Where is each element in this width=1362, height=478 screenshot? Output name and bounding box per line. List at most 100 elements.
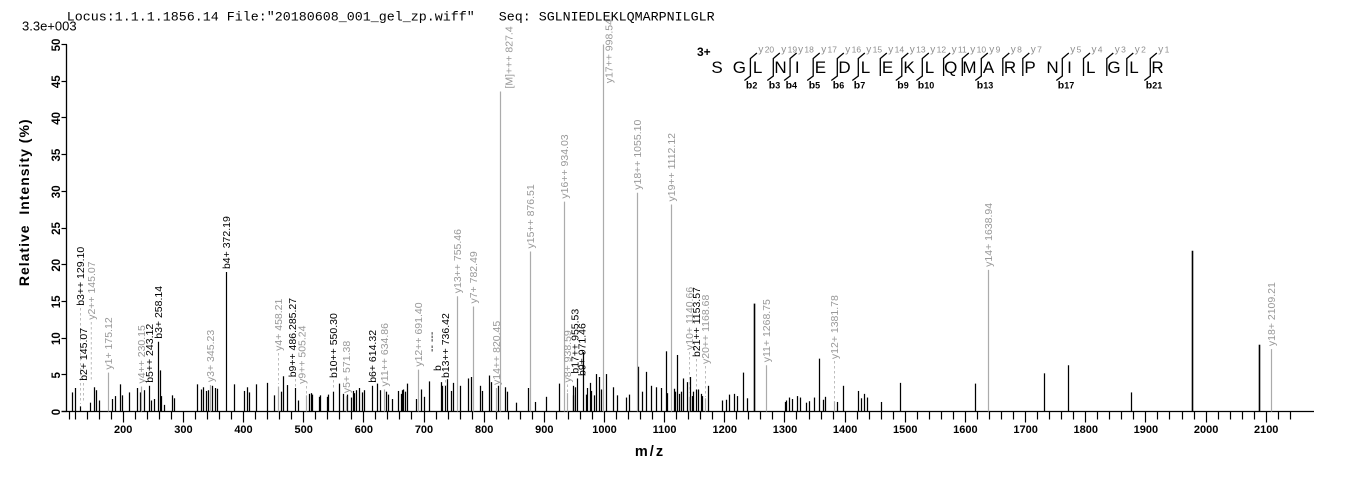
svg-text:b6+ 614.32: b6+ 614.32	[367, 330, 379, 383]
svg-text:R: R	[1151, 58, 1163, 77]
svg-text:y12+ 1381.78: y12+ 1381.78	[829, 295, 841, 359]
svg-text:600: 600	[355, 424, 373, 436]
svg-text:[M]+++ 827.4: [M]+++ 827.4	[504, 26, 516, 88]
svg-text:y18+ 2109.21: y18+ 2109.21	[1266, 282, 1278, 346]
svg-text:15: 15	[51, 295, 63, 308]
svg-text:b10++ 550.30: b10++ 550.30	[328, 313, 340, 378]
svg-text:b6: b6	[833, 80, 844, 92]
svg-text:b17++ 955.53: b17++ 955.53	[570, 309, 582, 374]
svg-text:b13++ 736.42: b13++ 736.42	[440, 313, 452, 378]
svg-text:b2+ 145.07: b2+ 145.07	[78, 328, 90, 381]
svg-text:2100: 2100	[1254, 424, 1278, 436]
svg-text:20: 20	[51, 259, 63, 272]
svg-text:300: 300	[174, 424, 192, 436]
svg-text:A: A	[983, 58, 995, 77]
svg-text:y20: y20	[758, 45, 774, 56]
svg-text:b5: b5	[809, 80, 820, 92]
svg-text:b21: b21	[1146, 80, 1162, 92]
svg-text:10: 10	[51, 332, 63, 345]
svg-text:G: G	[733, 58, 746, 77]
svg-text:1800: 1800	[1074, 424, 1098, 436]
svg-text:1500: 1500	[893, 424, 917, 436]
svg-text:y5+ 571.38: y5+ 571.38	[341, 341, 353, 393]
svg-text:1700: 1700	[1013, 424, 1037, 436]
svg-text:L: L	[753, 58, 762, 77]
svg-text:I: I	[1067, 58, 1072, 77]
svg-text:y11: y11	[952, 45, 967, 56]
svg-text:y3: y3	[1115, 45, 1126, 56]
svg-text:y4+ 458.21: y4+ 458.21	[273, 298, 285, 350]
svg-text:1000: 1000	[592, 424, 616, 436]
svg-text:y8: y8	[1011, 45, 1022, 56]
svg-text:L: L	[925, 58, 934, 77]
svg-text:y3+ 345.23: y3+ 345.23	[205, 330, 217, 382]
svg-text:R: R	[1004, 58, 1016, 77]
svg-text:E: E	[815, 58, 826, 77]
svg-text:b5++ 243.12: b5++ 243.12	[144, 324, 156, 383]
svg-text:y20++ 1168.68: y20++ 1168.68	[700, 295, 712, 364]
svg-text:0: 0	[51, 409, 63, 415]
svg-text:y15: y15	[866, 45, 882, 56]
svg-text:y16++ 934.03: y16++ 934.03	[559, 134, 571, 198]
svg-text:y18++ 1055.10: y18++ 1055.10	[632, 120, 644, 190]
svg-text:b17: b17	[1058, 80, 1074, 92]
svg-text:y16: y16	[845, 45, 861, 56]
svg-text:P: P	[1024, 58, 1035, 77]
svg-text:y5: y5	[1070, 45, 1081, 56]
svg-text:y13++ 755.46: y13++ 755.46	[452, 229, 464, 293]
svg-text:800: 800	[475, 424, 493, 436]
svg-text:b7: b7	[854, 80, 865, 92]
svg-text:b9++ 486.285.27: b9++ 486.285.27	[287, 298, 299, 378]
svg-text:y19++ 1112.12: y19++ 1112.12	[666, 133, 678, 202]
svg-text:M: M	[962, 58, 976, 77]
svg-text:y7: y7	[1031, 45, 1042, 56]
svg-text:G: G	[1107, 58, 1120, 77]
svg-text:3+: 3+	[697, 45, 711, 59]
svg-text:y9: y9	[989, 45, 1000, 56]
svg-text:30: 30	[51, 185, 63, 198]
svg-text:b2: b2	[746, 80, 757, 92]
svg-text:b4: b4	[786, 80, 797, 92]
svg-text:b4+ 372.19: b4+ 372.19	[221, 216, 233, 269]
svg-text:45: 45	[51, 75, 63, 88]
svg-text:b10: b10	[918, 80, 934, 92]
svg-text:b13: b13	[977, 80, 993, 92]
svg-text:y12++ 691.40: y12++ 691.40	[413, 302, 425, 366]
svg-text:y15++ 876.51: y15++ 876.51	[525, 184, 537, 248]
svg-text:35: 35	[51, 148, 63, 161]
svg-text:y14+ 1638.94: y14+ 1638.94	[983, 203, 995, 267]
svg-text:y12: y12	[930, 45, 946, 56]
svg-text:y19: y19	[781, 45, 797, 56]
svg-text:y17: y17	[821, 45, 837, 56]
svg-text:Q: Q	[944, 58, 957, 77]
svg-text:L: L	[1129, 58, 1138, 77]
svg-text:200: 200	[114, 424, 132, 436]
svg-text:-- ---: -- ---	[426, 331, 438, 352]
svg-text:b3: b3	[769, 80, 780, 92]
svg-text:400: 400	[234, 424, 252, 436]
svg-text:Relative Intensity (%): Relative Intensity (%)	[16, 118, 32, 286]
svg-text:Locus:1.1.1.1856.14 File:"2018: Locus:1.1.1.1856.14 File:"20180608_001_g…	[67, 11, 715, 26]
svg-text:b21++ 1153.57: b21++ 1153.57	[691, 287, 703, 357]
svg-text:2000: 2000	[1194, 424, 1218, 436]
svg-text:25: 25	[51, 222, 63, 235]
svg-text:1200: 1200	[713, 424, 737, 436]
svg-text:y10+ 1140.66: y10+ 1140.66	[684, 287, 696, 350]
svg-text:3.3e+003: 3.3e+003	[22, 18, 77, 33]
svg-text:y2: y2	[1135, 45, 1146, 56]
svg-text:b3+ 258.14: b3+ 258.14	[153, 286, 165, 339]
svg-text:L: L	[1086, 58, 1095, 77]
svg-text:b9+ 971.46: b9+ 971.46	[577, 323, 589, 376]
svg-text:N: N	[1046, 58, 1058, 77]
svg-text:y2++ 145.07: y2++ 145.07	[86, 261, 98, 320]
svg-text:5: 5	[51, 372, 63, 379]
svg-text:b: b	[432, 365, 444, 371]
svg-text:1100: 1100	[653, 424, 677, 436]
svg-text:y14++ 820.45: y14++ 820.45	[491, 321, 503, 385]
svg-text:K: K	[903, 58, 915, 77]
svg-text:y9++ 505.24: y9++ 505.24	[297, 325, 309, 384]
svg-text:S: S	[711, 58, 722, 77]
svg-text:y13: y13	[910, 45, 926, 56]
svg-text:1300: 1300	[773, 424, 797, 436]
svg-text:40: 40	[51, 112, 63, 125]
